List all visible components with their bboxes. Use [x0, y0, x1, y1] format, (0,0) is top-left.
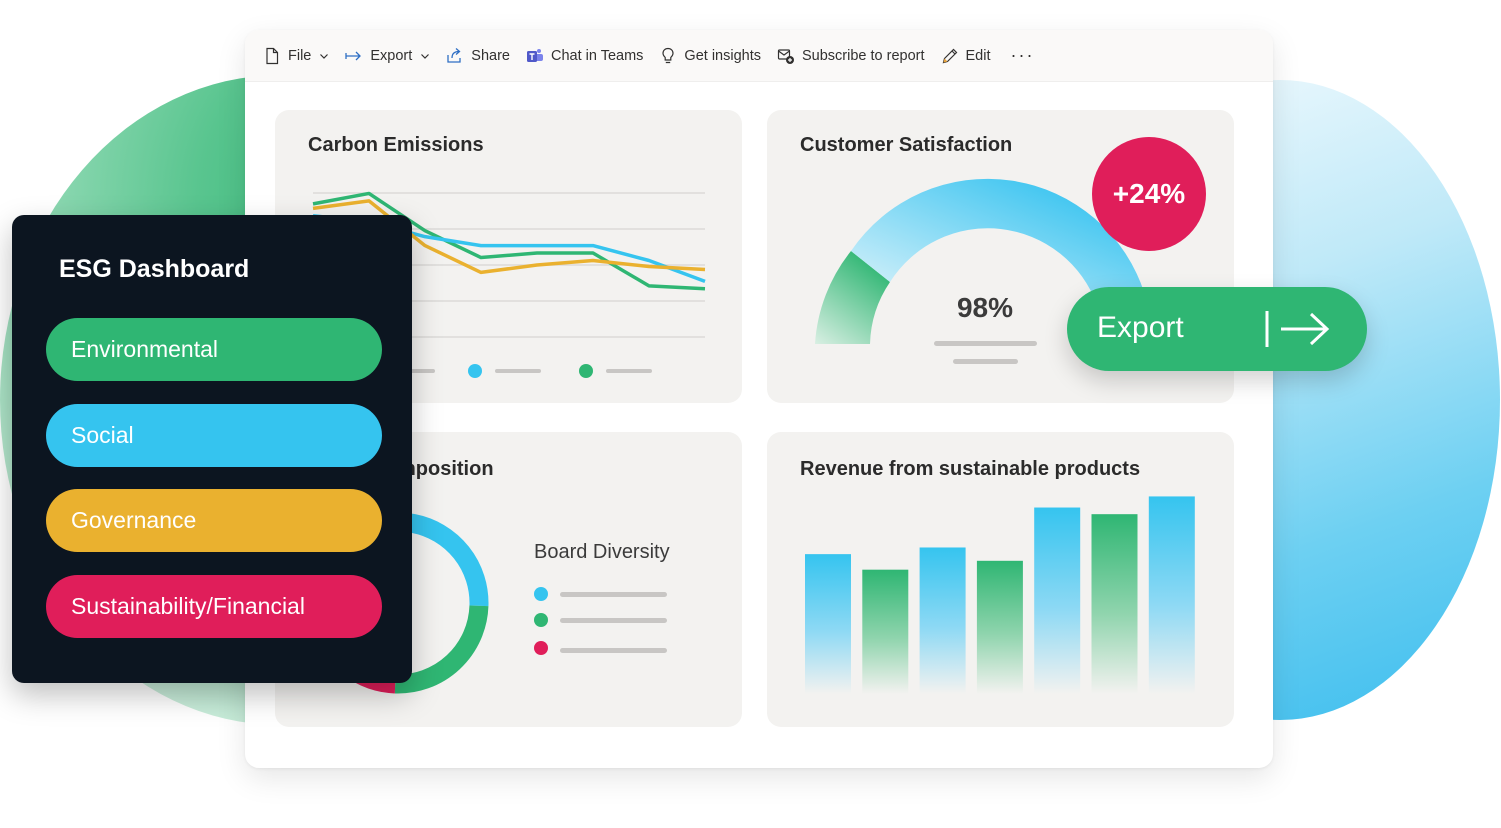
legend-marker — [468, 364, 482, 378]
share-icon — [447, 47, 461, 63]
export-label: Export — [370, 47, 413, 64]
legend-marker — [579, 364, 593, 378]
export-icon — [345, 51, 362, 60]
sustainability-financial-button[interactable]: Sustainability/Financial — [46, 575, 382, 638]
export-button[interactable]: Export — [1067, 287, 1367, 371]
share-button[interactable]: Share — [446, 40, 510, 72]
revenue-bar-5 — [1034, 507, 1081, 694]
more-options-icon[interactable]: ··· — [1010, 45, 1035, 65]
governance-button[interactable]: Governance — [46, 489, 382, 552]
revenue-title: Revenue from sustainable products — [800, 458, 1141, 480]
export-button-label: Export — [1097, 311, 1184, 344]
environmental-button[interactable]: Environmental — [46, 318, 382, 381]
chat-in-teams-button[interactable]: Chat in Teams — [526, 40, 643, 72]
gauge-caption-line — [953, 359, 1018, 364]
legend-placeholder-line — [495, 369, 541, 373]
lightbulb-icon — [662, 47, 675, 63]
legend-placeholder-line — [560, 648, 667, 653]
file-menu-button[interactable]: File — [263, 40, 329, 72]
chat-in-teams-label: Chat in Teams — [551, 47, 644, 64]
revenue-bar-2 — [862, 569, 909, 694]
customer-satisfaction-title: Customer Satisfaction — [800, 134, 1013, 156]
legend-marker-green — [534, 613, 548, 627]
subscribe-to-report-button[interactable]: Subscribe to report — [777, 40, 925, 72]
revenue-bar-chart — [805, 496, 1195, 694]
social-button[interactable]: Social — [46, 404, 382, 467]
share-label: Share — [471, 47, 510, 64]
esg-dashboard-title: ESG Dashboard — [59, 255, 250, 283]
satisfaction-gauge — [815, 178, 1145, 364]
file-label: File — [288, 47, 312, 64]
carbon-emissions-title: Carbon Emissions — [308, 134, 484, 156]
legend-marker-pink — [534, 641, 548, 655]
board-diversity-label: Board Diversity — [534, 541, 670, 563]
teams-icon — [527, 48, 543, 62]
gauge-caption-line — [934, 341, 1037, 346]
gauge-green-arc — [815, 251, 890, 344]
legend-placeholder-line — [560, 592, 667, 597]
revenue-bar-7 — [1148, 496, 1195, 694]
edit-label: Edit — [965, 47, 991, 64]
legend-marker-blue — [534, 587, 548, 601]
gauge-blue-arc — [851, 178, 1145, 305]
donut-slice-2 — [394, 605, 489, 694]
subscribe-icon — [777, 48, 794, 64]
satisfaction-change-badge: +24% — [1092, 137, 1206, 251]
pencil-icon — [942, 48, 957, 63]
revenue-bar-4 — [976, 560, 1023, 694]
get-insights-button[interactable]: Get insights — [659, 40, 761, 72]
esg-dashboard-panel: ESG Dashboard Environmental Social Gover… — [12, 215, 412, 683]
arrow-right-icon — [1265, 311, 1330, 347]
revenue-card: Revenue from sustainable products — [767, 432, 1234, 727]
revenue-bar-3 — [919, 547, 966, 694]
report-toolbar: File Export Share Chat in Teams Get insi… — [245, 30, 1273, 82]
board-diversity-legend — [534, 587, 667, 655]
chevron-down-icon — [421, 53, 430, 59]
subscribe-to-report-label: Subscribe to report — [802, 47, 925, 64]
export-menu-button[interactable]: Export — [345, 40, 430, 72]
legend-placeholder-line — [606, 369, 652, 373]
chevron-down-icon — [320, 53, 329, 59]
revenue-bar-1 — [805, 554, 851, 694]
revenue-bar-6 — [1091, 514, 1138, 694]
line-series-3 — [312, 199, 706, 275]
legend-placeholder-line — [560, 618, 667, 623]
edit-button[interactable]: Edit — [941, 40, 991, 72]
line-series-1 — [312, 191, 706, 291]
file-icon — [266, 47, 279, 64]
get-insights-label: Get insights — [684, 47, 761, 64]
gauge-value: 98% — [956, 292, 1014, 323]
legend-placeholder-line — [409, 369, 435, 373]
